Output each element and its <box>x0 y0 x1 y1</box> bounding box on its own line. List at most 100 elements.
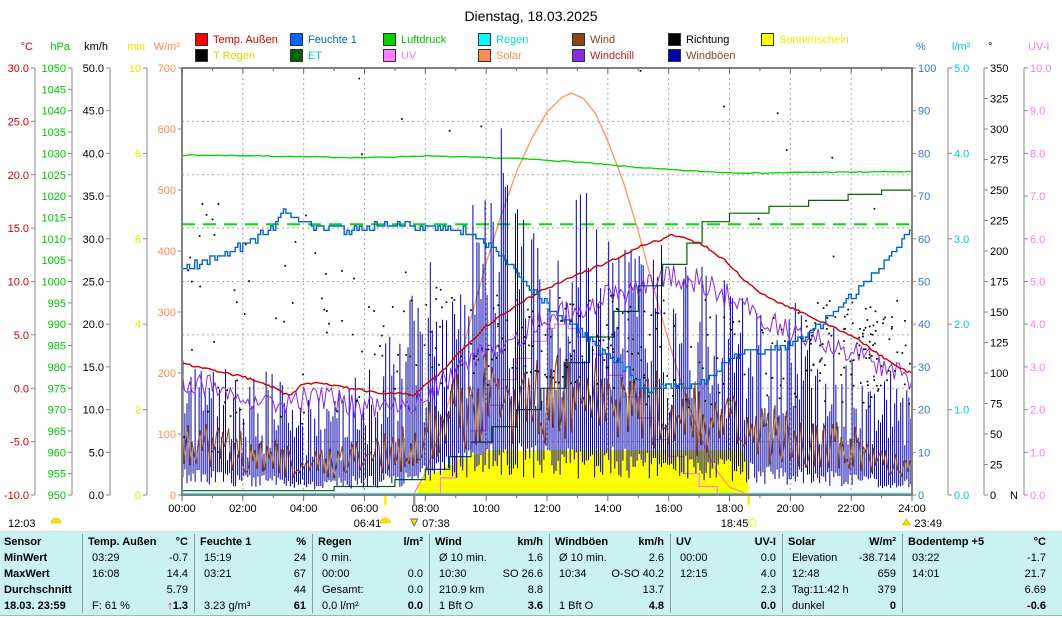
stat-value: SO 26.6 <box>502 568 543 580</box>
svg-text:10: 10 <box>129 63 141 75</box>
axis-Wm: W/m² 700 600 500 400 300 200 100 0 <box>154 41 183 502</box>
col-header-unit: km/h <box>638 536 664 548</box>
stat-value: 1.6 <box>527 552 543 564</box>
svg-text:3.0: 3.0 <box>1030 362 1045 374</box>
svg-text:400: 400 <box>158 246 176 258</box>
svg-text:06:00: 06:00 <box>351 503 379 515</box>
sun-icon <box>379 517 391 524</box>
svg-text:10.0: 10.0 <box>83 405 104 417</box>
svg-text:2.0: 2.0 <box>954 319 969 331</box>
stat-value: 0.0 <box>760 552 776 564</box>
svg-text:50: 50 <box>990 429 1002 441</box>
col-header-unit: km/h <box>517 536 543 548</box>
stat-value: 2.3 <box>760 584 776 596</box>
legend-swatch-icon <box>572 49 585 62</box>
svg-text:35.0: 35.0 <box>83 191 104 203</box>
stat-label: Tag:11:42 h <box>792 584 849 596</box>
stat-value: 0.0 <box>407 600 423 612</box>
svg-text:W/m²: W/m² <box>154 41 181 53</box>
svg-text:0: 0 <box>135 490 141 502</box>
svg-text:-5.0: -5.0 <box>10 437 29 449</box>
svg-text:225: 225 <box>990 216 1008 228</box>
svg-text:30: 30 <box>918 362 930 374</box>
axis-kmh: km/h 50.0 45.0 40.0 35.0 30.0 25.0 20.0 15.0 10.0… <box>83 41 111 502</box>
stat-value: 61 <box>293 600 306 612</box>
stat-label: 12:15 <box>680 568 708 580</box>
col-header-name: Windböen <box>555 536 609 548</box>
col-header-name: Regen <box>318 536 352 548</box>
svg-text:1015: 1015 <box>42 212 66 224</box>
svg-text:970: 970 <box>48 405 66 417</box>
svg-text:4.0: 4.0 <box>954 148 969 160</box>
svg-text:4.0: 4.0 <box>1030 319 1045 331</box>
svg-text:4: 4 <box>135 319 141 331</box>
svg-text:1040: 1040 <box>42 106 66 118</box>
svg-text:20.0: 20.0 <box>83 319 104 331</box>
svg-text:50.0: 50.0 <box>83 63 104 75</box>
legend-item-uv: UV <box>383 49 416 62</box>
svg-text:45.0: 45.0 <box>83 106 104 118</box>
svg-text:100: 100 <box>158 429 176 441</box>
col-header-unit: % <box>296 536 306 548</box>
stat-label: dunkel <box>792 600 825 612</box>
legend-item-windchill: Windchill <box>572 49 634 62</box>
stat-value: ↑1.3 <box>167 600 188 612</box>
axis-UVI: UV-I 10.0 9.0 8.0 7.0 6.0 5.0 4.0 3.0 2.0 1.0 0.0 <box>1023 41 1051 502</box>
svg-text:°: ° <box>988 41 992 53</box>
legend-label: Richtung <box>686 33 730 46</box>
sun-marker-time: 18:45 <box>721 518 749 530</box>
svg-text:80: 80 <box>918 148 930 160</box>
stat-value: 0.0 <box>407 568 423 580</box>
svg-text:10.0: 10.0 <box>8 277 29 289</box>
svg-text:20:00: 20:00 <box>777 503 805 515</box>
svg-text:1.0: 1.0 <box>954 405 969 417</box>
stat-label: 00:00 <box>680 552 708 564</box>
stat-label: 1 Bft O <box>559 600 594 612</box>
axis-hPa: hPa 1050 1045 1040 1035 1030 1025 1020 1015 1010 1… <box>42 41 73 502</box>
svg-text:1050: 1050 <box>42 63 66 75</box>
row-header: Durchschnitt <box>4 584 72 596</box>
svg-text:l/m²: l/m² <box>952 41 971 53</box>
svg-text:1.0: 1.0 <box>1030 447 1045 459</box>
stat-label: 15:19 <box>204 552 232 564</box>
svg-text:2: 2 <box>135 405 141 417</box>
x-axis: 00:00 02:00 04:00 06:00 08:00 10:00 12:00 14:00… <box>168 68 926 515</box>
stat-label: 10:34 <box>559 568 587 580</box>
legend-swatch-icon <box>478 49 491 62</box>
legend-item-wind: Wind <box>572 33 615 46</box>
svg-text:300: 300 <box>158 307 176 319</box>
svg-text:20.0: 20.0 <box>8 170 29 182</box>
svg-text:90: 90 <box>918 106 930 118</box>
grid <box>182 68 912 495</box>
svg-text:960: 960 <box>48 447 66 459</box>
legend-item-t-regen: T Regen <box>195 49 255 62</box>
svg-text:500: 500 <box>158 185 176 197</box>
svg-text:8: 8 <box>135 148 141 160</box>
stat-value: -0.6 <box>1027 600 1046 612</box>
stat-value: 13.7 <box>642 584 664 596</box>
svg-text:0: 0 <box>918 490 924 502</box>
svg-text:995: 995 <box>48 298 66 310</box>
stat-label: 14:01 <box>912 568 940 580</box>
series-feuchte-1 <box>182 208 912 394</box>
legend-label: Windchill <box>590 49 635 62</box>
stat-value: 2.6 <box>648 552 664 564</box>
stats-table: Sensor MinWert MaxWert Durchschnitt 18.03. 2… <box>0 531 1062 616</box>
svg-text:70: 70 <box>918 191 930 203</box>
svg-text:10: 10 <box>918 447 930 459</box>
legend-swatch-icon <box>290 49 303 62</box>
stat-value: 379 <box>877 584 896 596</box>
stat-value: -0.7 <box>169 552 188 564</box>
stat-label: 16:08 <box>92 568 120 580</box>
svg-text:6.0: 6.0 <box>1030 234 1045 246</box>
svg-text:60: 60 <box>918 234 930 246</box>
col-header-unit: °C <box>175 536 188 548</box>
svg-text:0: 0 <box>170 490 176 502</box>
svg-text:25.0: 25.0 <box>8 116 29 128</box>
sun-marker-time: 07:38 <box>422 518 450 530</box>
stat-label: 210.9 km <box>439 584 485 596</box>
legend-label: ET <box>308 49 323 62</box>
svg-text:km/h: km/h <box>84 41 108 53</box>
svg-text:300: 300 <box>990 124 1008 136</box>
col-header-unit: °C <box>1033 536 1046 548</box>
